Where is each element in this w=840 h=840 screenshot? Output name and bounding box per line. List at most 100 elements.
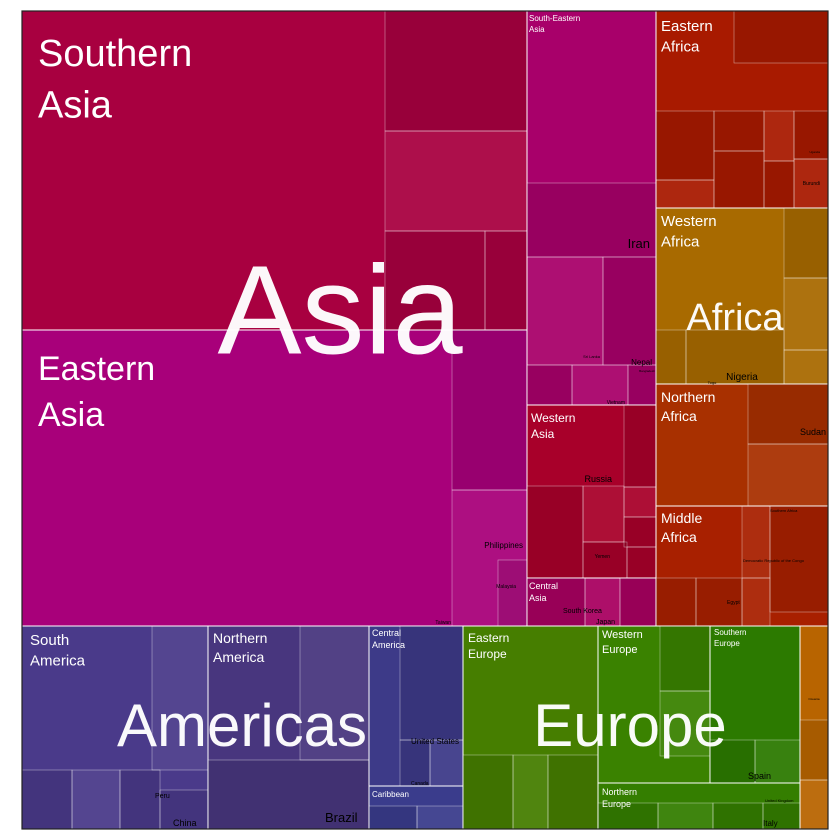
region-label-southern-asia: Southern	[38, 33, 192, 75]
country-label-italy: Italy	[763, 819, 778, 828]
country-tile-middle-africa-2	[769, 505, 829, 613]
country-label-spain: Spain	[748, 771, 771, 781]
country-label-southern-africa: Southern Africa	[770, 508, 798, 513]
country-tile-western-europe-0	[659, 625, 711, 692]
region-label-caribbean: Caribbean	[372, 790, 409, 799]
country-label-united-kingdom: United Kingdom	[765, 798, 794, 803]
region-label-central-america: America	[372, 640, 405, 650]
region-label-western-europe: Western	[602, 629, 643, 641]
region-label-northern-america: Northern	[213, 630, 267, 646]
country-tile-western-asia-3	[623, 404, 657, 488]
country-tile-western-africa-4	[783, 349, 829, 385]
country-tile-eastern-africa-7	[793, 158, 829, 209]
region-label-southern-europe: Southern	[714, 628, 746, 637]
country-tile-eastern-africa-1	[655, 179, 715, 209]
country-tile-southern-asia-3	[484, 230, 528, 331]
country-tile-middle-africa-1	[741, 505, 771, 579]
region-label-central-america: Central	[372, 628, 401, 638]
country-label-togo: Togo	[708, 380, 717, 385]
region-label-western-asia: Western	[531, 411, 575, 425]
country-tile-middle-africa-4	[741, 577, 771, 627]
region-label-central-asia: Asia	[529, 593, 547, 603]
country-label-vietnam: Vietnam	[607, 400, 625, 406]
region-tile-oceania	[799, 625, 829, 830]
country-tile-northern-africa-0	[747, 383, 829, 445]
continent-label-europe: Europe	[533, 692, 726, 759]
country-tile-eastern-africa-0	[655, 110, 715, 181]
treemap-frame	[21, 10, 829, 830]
country-tile-south-america-4	[151, 625, 209, 771]
country-tile-southern-europe-1	[754, 739, 801, 784]
country-tile-caribbean-1	[416, 805, 464, 830]
country-label-oceania: Oceania	[808, 697, 820, 701]
region-tile-central-america	[368, 625, 464, 787]
country-tile-middle-africa-0	[655, 577, 697, 627]
country-tile-eastern-asia-2	[497, 559, 528, 627]
region-tile-eastern-africa	[655, 10, 829, 209]
region-label-northern-europe: Northern	[602, 787, 637, 797]
region-label-western-europe: Europe	[602, 644, 637, 656]
country-tile-northern-europe-2	[712, 802, 764, 830]
country-tile-eastern-africa-3	[713, 150, 765, 209]
country-tile-western-africa-1	[783, 277, 829, 351]
country-label-uganda: Uganda	[809, 150, 820, 154]
region-label-northern-africa: Northern	[661, 389, 715, 405]
country-label-peru: Peru	[155, 793, 170, 800]
country-label-egypt: Egypt	[727, 600, 740, 606]
country-tile-central-america-2	[399, 625, 464, 741]
region-tile-eastern-europe	[462, 625, 599, 830]
country-label-philippines: Philippines	[484, 541, 523, 550]
country-tile-central-america-0	[399, 739, 431, 787]
country-label-malaysia: Malaysia	[496, 584, 516, 590]
country-tile-eastern-africa-4	[763, 110, 795, 162]
region-label-central-asia: Central	[529, 581, 558, 591]
country-tile-middle-africa-3	[695, 577, 743, 627]
country-label-sudan: Sudan	[800, 427, 826, 437]
country-tile-south-eastern-asia-2	[602, 256, 657, 366]
region-label-eastern-asia: Asia	[38, 396, 104, 434]
region-label-south-america: America	[30, 652, 86, 669]
region-label-southern-europe: Europe	[714, 639, 740, 648]
country-label-taiwan: Taiwan	[435, 620, 451, 626]
country-tile-southern-asia-2	[384, 230, 486, 331]
region-tile-southern-asia	[21, 10, 528, 331]
region-tile-eastern-asia	[21, 329, 528, 627]
country-tile-eastern-africa-2	[713, 110, 765, 152]
region-label-south-eastern-asia: South-Eastern	[529, 14, 580, 23]
country-label-canada: Canada	[411, 781, 429, 787]
country-label-democratic-republic-of-the-congo: Democratic Republic of the Congo	[743, 558, 805, 563]
region-label-eastern-africa: Eastern	[661, 18, 713, 35]
continent-label-africa: Africa	[686, 297, 784, 339]
region-label-south-eastern-asia: Asia	[529, 25, 545, 34]
country-tile-northern-europe-1	[657, 802, 714, 830]
country-tile-caribbean-0	[368, 805, 418, 830]
country-tile-eastern-africa-8	[733, 10, 829, 64]
country-tile-eastern-asia-0	[451, 329, 528, 491]
country-tile-western-asia-5	[623, 516, 657, 548]
country-label-russia: Russia	[584, 474, 612, 484]
country-tile-south-eastern-asia-5	[627, 364, 657, 406]
country-tile-eastern-africa-6	[793, 110, 829, 160]
region-label-northern-america: America	[213, 649, 265, 665]
country-label-south-korea: South Korea	[563, 608, 602, 615]
country-label-iran: Iran	[628, 236, 650, 251]
country-label-china: China	[173, 818, 197, 828]
country-tile-central-asia-0	[526, 577, 586, 627]
region-label-eastern-africa: Africa	[661, 38, 700, 55]
country-tile-northern-america-0	[207, 759, 370, 830]
country-tile-south-america-0	[21, 769, 73, 830]
country-tile-south-eastern-asia-3	[526, 364, 573, 406]
region-label-western-asia: Asia	[531, 427, 555, 441]
country-tile-central-asia-2	[619, 577, 657, 627]
country-tile-central-asia-1	[584, 577, 621, 627]
region-tile-western-europe	[597, 625, 711, 784]
region-label-middle-africa: Africa	[661, 529, 697, 545]
country-tile-western-africa-3	[685, 329, 785, 385]
country-tile-western-asia-4	[623, 486, 657, 518]
region-label-south-america: South	[30, 632, 69, 649]
country-label-sri-lanka: Sri Lanka	[583, 354, 601, 359]
region-tile-caribbean	[368, 785, 464, 830]
country-tile-western-asia-6	[626, 546, 657, 579]
country-tile-southern-asia-0	[384, 10, 528, 132]
region-label-southern-asia: Asia	[38, 84, 113, 126]
